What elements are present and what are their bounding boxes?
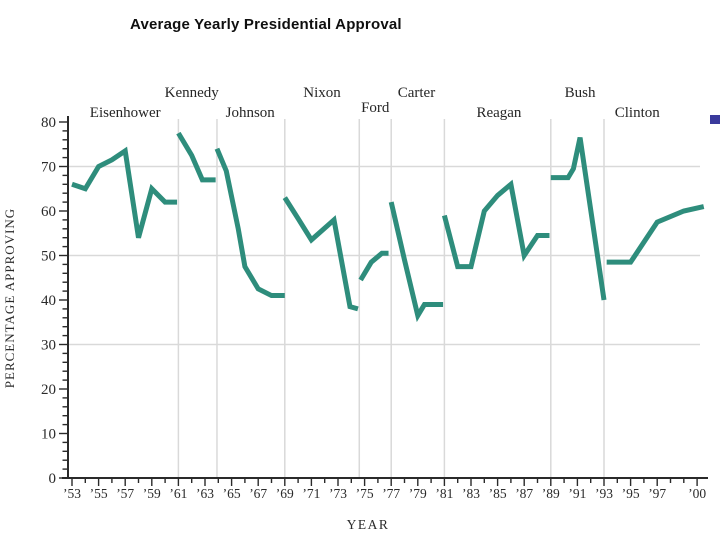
x-tick-label: ’67 — [249, 486, 267, 501]
series-carter — [388, 201, 444, 323]
x-tick-label: ’79 — [409, 486, 427, 501]
series-bush — [550, 137, 607, 301]
x-tick-label: ’53 — [63, 486, 81, 501]
x-axis-title: YEAR — [347, 517, 390, 532]
x-tick-label: ’77 — [382, 486, 400, 501]
x-tick-label: ’55 — [90, 486, 108, 501]
series-ford — [358, 250, 389, 282]
president-label-ford: Ford — [361, 100, 390, 116]
president-label-eisenhower: Eisenhower — [90, 105, 161, 121]
x-tick-label: ’73 — [329, 486, 347, 501]
x-tick-label: ’65 — [223, 486, 241, 501]
president-label-johnson: Johnson — [226, 105, 276, 121]
y-tick-label: 0 — [49, 471, 57, 487]
x-tick-label: ’00 — [688, 486, 706, 501]
y-tick-label: 20 — [41, 382, 56, 398]
series-johnson — [214, 147, 285, 299]
x-tick-label: ’95 — [622, 486, 640, 501]
series-nixon — [282, 196, 359, 312]
x-tick-label: ’85 — [489, 486, 507, 501]
y-tick-label: 40 — [41, 293, 56, 309]
x-tick-label: ’93 — [595, 486, 613, 501]
y-axis-title: PERCENTAGE APPROVING — [2, 208, 17, 388]
president-label-nixon: Nixon — [303, 85, 341, 101]
x-tick-label: ’59 — [143, 486, 161, 501]
y-tick-label: 10 — [41, 427, 56, 443]
y-tick-label: 80 — [41, 115, 56, 131]
president-label-clinton: Clinton — [615, 105, 661, 121]
y-tick-label: 70 — [41, 160, 56, 176]
series-clinton — [606, 204, 705, 265]
x-tick-label: ’57 — [116, 486, 134, 501]
x-tick-label: ’61 — [169, 486, 187, 501]
president-label-bush: Bush — [565, 85, 596, 101]
y-tick-label: 30 — [41, 338, 56, 354]
president-label-reagan: Reagan — [476, 105, 521, 121]
x-tick-label: ’75 — [356, 486, 374, 501]
x-tick-label: ’71 — [302, 486, 320, 501]
chart-title: Average Yearly Presidential Approval — [130, 16, 402, 33]
x-tick-label: ’87 — [515, 486, 533, 501]
series-kennedy — [176, 131, 216, 183]
president-label-carter: Carter — [398, 85, 435, 101]
x-tick-label: ’91 — [568, 486, 586, 501]
x-tick-label: ’69 — [276, 486, 294, 501]
series-reagan — [441, 179, 550, 270]
series-eisenhower — [71, 146, 178, 239]
y-tick-label: 60 — [41, 204, 56, 220]
x-tick-label: ’97 — [648, 486, 666, 501]
x-tick-label: ’89 — [542, 486, 560, 501]
president-label-kennedy: Kennedy — [165, 85, 220, 101]
x-tick-label: ’63 — [196, 486, 214, 501]
y-tick-label: 50 — [41, 249, 56, 265]
x-tick-label: ’81 — [435, 486, 453, 501]
x-tick-label: ’83 — [462, 486, 480, 501]
slide-bullet-decoration — [710, 115, 720, 124]
